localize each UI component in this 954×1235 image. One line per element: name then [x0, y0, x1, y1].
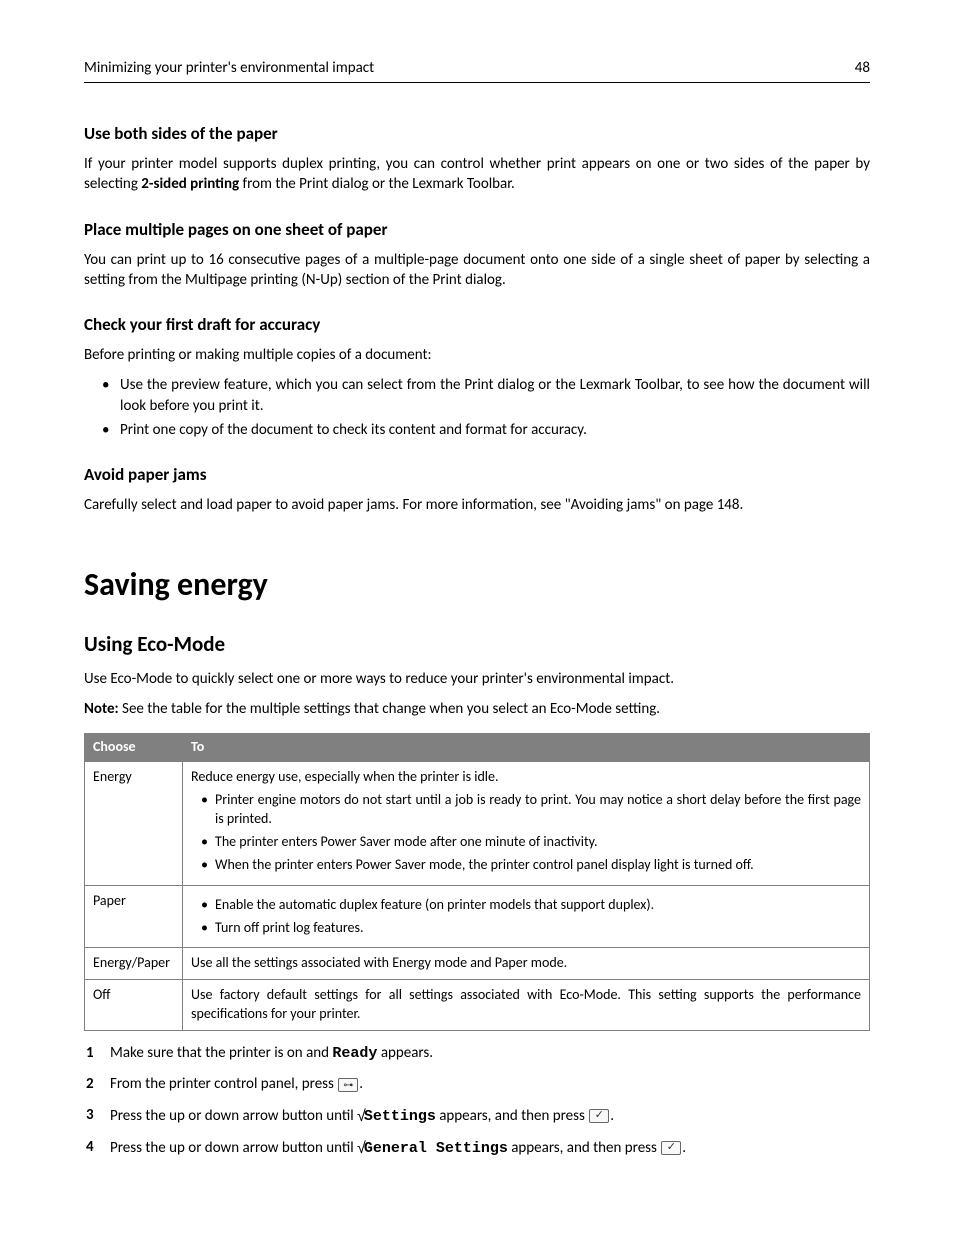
text-bold: 2-sided printing	[141, 175, 239, 193]
menu-button-icon	[338, 1078, 358, 1092]
select-button-icon	[589, 1109, 609, 1123]
table-cell: Use all the settings associated with Ene…	[183, 948, 870, 980]
text: Reduce energy use, especially when the p…	[191, 768, 499, 785]
text: Make sure that the printer is on and	[110, 1044, 332, 1062]
bullet-list: Printer engine motors do not start until…	[191, 791, 861, 875]
table-cell: Reduce energy use, especially when the p…	[183, 762, 870, 885]
heading-first-draft: Check your first draft for accuracy	[84, 314, 870, 337]
step-item: Press the up or down arrow button until …	[84, 1105, 870, 1127]
step-item: Make sure that the printer is on and Rea…	[84, 1043, 870, 1064]
text: appears, and then press	[508, 1139, 660, 1157]
text: From the printer control panel, press	[110, 1075, 337, 1093]
paragraph: Note: See the table for the multiple set…	[84, 699, 870, 719]
heading-saving-energy: Saving energy	[84, 563, 870, 606]
page-number: 48	[855, 58, 870, 78]
table-cell: Enable the automatic duplex feature (on …	[183, 885, 870, 948]
paragraph: If your printer model supports duplex pr…	[84, 154, 870, 195]
table-row: Paper Enable the automatic duplex featur…	[85, 885, 870, 948]
bullet-list: Use the preview feature, which you can s…	[84, 375, 870, 440]
table-header: To	[183, 734, 870, 762]
table-row: Off Use factory default settings for all…	[85, 980, 870, 1031]
display-text: Ready	[332, 1045, 377, 1062]
paragraph: Use Eco-Mode to quickly select one or mo…	[84, 669, 870, 689]
text: appears, and then press	[436, 1107, 588, 1125]
list-item: When the printer enters Power Saver mode…	[191, 856, 861, 875]
text: Press the up or down arrow button until	[110, 1107, 357, 1125]
text: Press the up or down arrow button until	[110, 1139, 357, 1157]
table-cell: Energy/Paper	[85, 948, 183, 980]
paragraph: Carefully select and load paper to avoid…	[84, 495, 870, 515]
heading-multi-pages: Place multiple pages on one sheet of pap…	[84, 219, 870, 242]
heading-both-sides: Use both sides of the paper	[84, 123, 870, 146]
note-label: Note:	[84, 700, 119, 718]
step-item: Press the up or down arrow button until …	[84, 1137, 870, 1159]
text: .	[682, 1139, 686, 1157]
table-row: Energy/Paper Use all the settings associ…	[85, 948, 870, 980]
step-item: From the printer control panel, press .	[84, 1074, 870, 1094]
table-cell: Energy	[85, 762, 183, 885]
text: .	[359, 1075, 363, 1093]
text: from the Print dialog or the Lexmark Too…	[239, 175, 515, 193]
paragraph: You can print up to 16 consecutive pages…	[84, 250, 870, 291]
table-row: Energy Reduce energy use, especially whe…	[85, 762, 870, 885]
heading-eco-mode: Using Eco-Mode	[84, 630, 870, 658]
text: appears.	[377, 1044, 433, 1062]
table-header: Choose	[85, 734, 183, 762]
table-cell: Paper	[85, 885, 183, 948]
document-page: Minimizing your printer's environmental …	[0, 0, 954, 1235]
list-item: Turn off print log features.	[191, 919, 861, 938]
list-item: The printer enters Power Saver mode afte…	[191, 833, 861, 852]
text: .	[610, 1107, 614, 1125]
table-cell: Off	[85, 980, 183, 1031]
select-button-icon	[661, 1141, 681, 1155]
eco-mode-table: Choose To Energy Reduce energy use, espe…	[84, 733, 870, 1031]
check-mark: √	[357, 1106, 366, 1128]
heading-avoid-jams: Avoid paper jams	[84, 464, 870, 487]
list-item: Printer engine motors do not start until…	[191, 791, 861, 829]
steps-list: Make sure that the printer is on and Rea…	[84, 1043, 870, 1159]
bullet-list: Enable the automatic duplex feature (on …	[191, 896, 861, 938]
paragraph: Before printing or making multiple copie…	[84, 345, 870, 365]
check-mark: √	[357, 1138, 366, 1160]
table-cell: Use factory default settings for all set…	[183, 980, 870, 1031]
display-text: General Settings	[364, 1140, 508, 1157]
list-item: Enable the automatic duplex feature (on …	[191, 896, 861, 915]
list-item: Use the preview feature, which you can s…	[84, 375, 870, 416]
display-text: Settings	[364, 1108, 436, 1125]
note-text: See the table for the multiple settings …	[119, 700, 660, 718]
list-item: Print one copy of the document to check …	[84, 420, 870, 440]
running-header: Minimizing your printer's environmental …	[84, 58, 870, 83]
table-header-row: Choose To	[85, 734, 870, 762]
header-title: Minimizing your printer's environmental …	[84, 58, 374, 78]
